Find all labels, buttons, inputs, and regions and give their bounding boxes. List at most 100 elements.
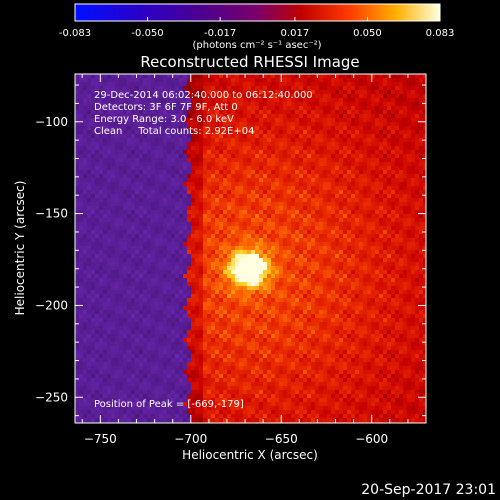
heatmap-cell <box>83 126 87 130</box>
heatmap-cell <box>387 150 391 154</box>
heatmap-cell <box>119 250 123 254</box>
heatmap-cell <box>227 162 231 166</box>
heatmap-cell <box>87 298 91 302</box>
heatmap-cell <box>351 114 355 118</box>
heatmap-cell <box>339 290 343 294</box>
heatmap-cell <box>419 158 423 162</box>
heatmap-cell <box>99 158 103 162</box>
heatmap-cell <box>275 294 279 298</box>
heatmap-cell <box>351 230 355 234</box>
heatmap-cell <box>139 134 143 138</box>
heatmap-cell <box>303 114 307 118</box>
heatmap-cell <box>211 294 215 298</box>
heatmap-cell <box>191 190 195 194</box>
heatmap-cell <box>99 214 103 218</box>
heatmap-cell <box>151 258 155 262</box>
heatmap-cell <box>267 162 271 166</box>
heatmap-cell <box>143 206 147 210</box>
heatmap-cell <box>267 190 271 194</box>
heatmap-cell <box>231 142 235 146</box>
heatmap-cell <box>415 266 419 270</box>
heatmap-cell <box>279 258 283 262</box>
heatmap-cell <box>263 122 267 126</box>
heatmap-cell <box>327 94 331 98</box>
heatmap-cell <box>387 86 391 90</box>
heatmap-cell <box>303 246 307 250</box>
heatmap-cell <box>223 234 227 238</box>
heatmap-cell <box>363 130 367 134</box>
heatmap-cell <box>315 274 319 278</box>
heatmap-cell <box>255 274 259 278</box>
heatmap-cell <box>327 162 331 166</box>
heatmap-cell <box>107 98 111 102</box>
heatmap-cell <box>255 202 259 206</box>
heatmap-cell <box>383 74 387 78</box>
heatmap-cell <box>111 298 115 302</box>
heatmap-cell <box>131 90 135 94</box>
heatmap-cell <box>319 274 323 278</box>
heatmap-cell <box>263 102 267 106</box>
heatmap-cell <box>139 170 143 174</box>
heatmap-cell <box>291 94 295 98</box>
heatmap-cell <box>327 214 331 218</box>
heatmap-cell <box>339 102 343 106</box>
heatmap-cell <box>259 146 263 150</box>
heatmap-cell <box>359 266 363 270</box>
heatmap-cell <box>303 110 307 114</box>
heatmap-cell <box>171 82 175 86</box>
heatmap-cell <box>231 82 235 86</box>
heatmap-cell <box>259 242 263 246</box>
heatmap-cell <box>347 190 351 194</box>
heatmap-cell <box>395 166 399 170</box>
heatmap-cell <box>87 198 91 202</box>
heatmap-cell <box>383 202 387 206</box>
heatmap-cell <box>331 266 335 270</box>
heatmap-cell <box>359 194 363 198</box>
heatmap-cell <box>339 114 343 118</box>
heatmap-cell <box>371 94 375 98</box>
heatmap-cell <box>319 294 323 298</box>
heatmap-cell <box>283 126 287 130</box>
heatmap-cell <box>423 194 426 198</box>
heatmap-cell <box>343 134 347 138</box>
heatmap-cell <box>83 242 87 246</box>
heatmap-cell <box>115 210 119 214</box>
heatmap-cell <box>275 122 279 126</box>
heatmap-cell <box>351 206 355 210</box>
heatmap-cell <box>143 138 147 142</box>
heatmap-cell <box>331 170 335 174</box>
heatmap-cell <box>307 174 311 178</box>
heatmap-cell <box>407 114 411 118</box>
heatmap-cell <box>195 110 199 114</box>
heatmap-cell <box>343 114 347 118</box>
heatmap-cell <box>75 94 79 98</box>
heatmap-cell <box>267 178 271 182</box>
heatmap-cell <box>275 266 279 270</box>
heatmap-cell <box>371 182 375 186</box>
heatmap-cell <box>307 166 311 170</box>
heatmap-cell <box>131 206 135 210</box>
heatmap-cell <box>355 166 359 170</box>
heatmap-cell <box>303 78 307 82</box>
heatmap-cell <box>235 270 239 274</box>
heatmap-cell <box>159 246 163 250</box>
heatmap-cell <box>303 214 307 218</box>
heatmap-cell <box>155 270 159 274</box>
heatmap-cell <box>79 154 83 158</box>
heatmap-cell <box>367 194 371 198</box>
heatmap-cell <box>323 282 327 286</box>
heatmap-cell <box>219 106 223 110</box>
heatmap-cell <box>115 106 119 110</box>
heatmap-cell <box>167 294 171 298</box>
heatmap-cell <box>343 238 347 242</box>
heatmap-cell <box>75 270 79 274</box>
heatmap-cell <box>247 182 251 186</box>
heatmap-cell <box>83 210 87 214</box>
heatmap-cell <box>79 82 83 86</box>
heatmap-cell <box>367 154 371 158</box>
heatmap-cell <box>367 98 371 102</box>
heatmap-cell <box>307 286 311 290</box>
heatmap-cell <box>411 74 415 78</box>
heatmap-cell <box>207 290 211 294</box>
heatmap-cell <box>283 282 287 286</box>
